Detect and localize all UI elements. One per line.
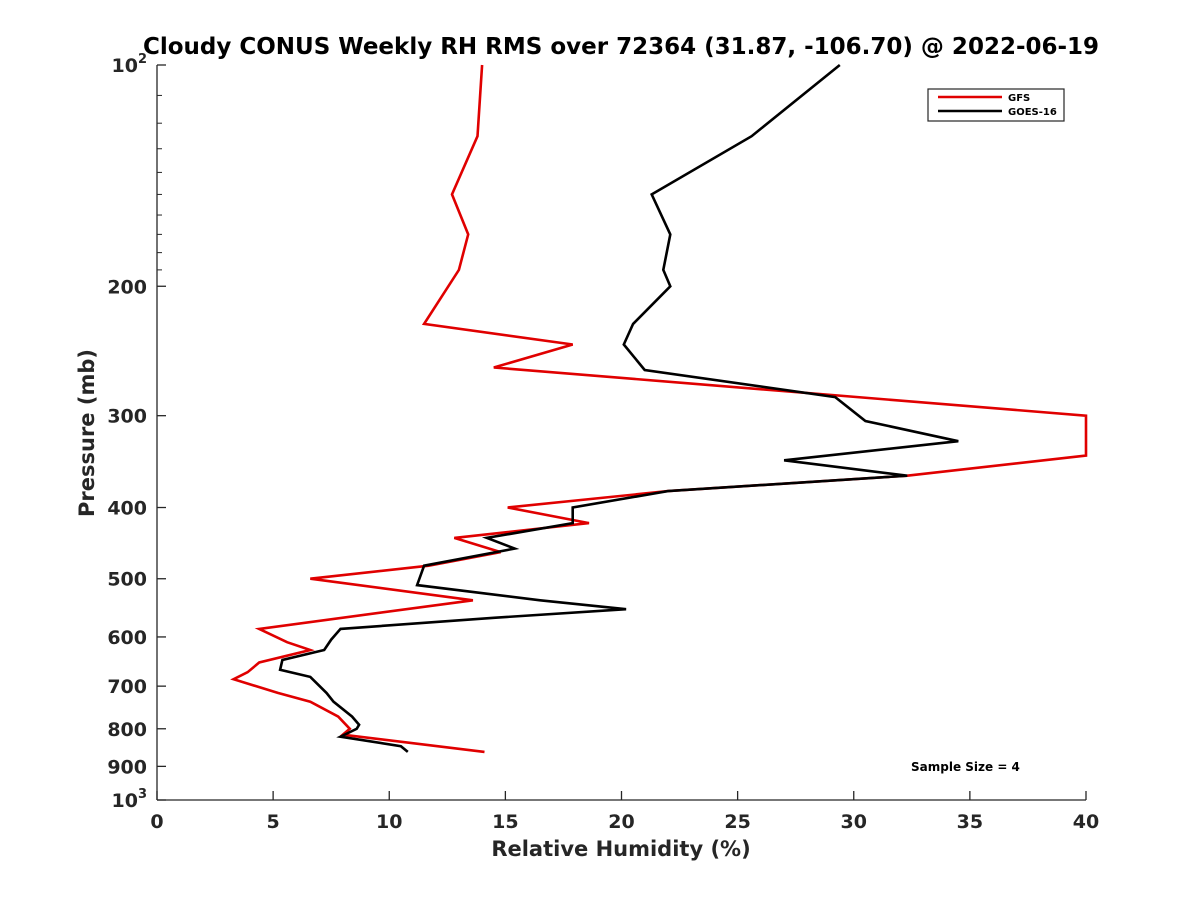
y-tick-label: 400 <box>107 498 147 520</box>
x-ticks: 0 5 10 15 20 25 30 35 40 <box>150 791 1099 833</box>
x-tick-label: 25 <box>724 811 750 833</box>
series-line-goes-16 <box>278 63 959 753</box>
x-tick-label: 20 <box>608 811 634 833</box>
y-tick-label: 500 <box>107 569 147 591</box>
sample-size-annotation: Sample Size = 4 <box>911 760 1020 774</box>
x-tick-label: 0 <box>150 811 163 833</box>
x-tick-label: 10 <box>376 811 402 833</box>
chart-title: Cloudy CONUS Weekly RH RMS over 72364 (3… <box>143 34 1099 60</box>
y-ticks: 102 200 300 400 500 600 700 800 900 103 <box>107 52 166 812</box>
y-tick-label: 900 <box>107 756 147 778</box>
y-tick-label: 800 <box>107 719 147 741</box>
x-axis-label: Relative Humidity (%) <box>491 837 750 861</box>
x-tick-label: 40 <box>1073 811 1099 833</box>
y-tick-label: 600 <box>107 627 147 649</box>
x-tick-label: 5 <box>267 811 280 833</box>
y-tick-label: 700 <box>107 676 147 698</box>
y-tick-label: 300 <box>107 406 147 428</box>
series-layer <box>230 63 1088 754</box>
y-tick-label: 102 <box>112 52 148 77</box>
legend-label-gfs: GFS <box>1008 93 1030 104</box>
legend: GFS GOES-16 <box>927 88 1065 122</box>
x-tick-label: 30 <box>841 811 867 833</box>
plot-area <box>157 65 1086 800</box>
y-tick-label: 200 <box>107 276 147 298</box>
x-tick-label: 15 <box>492 811 518 833</box>
y-axis-label: Pressure (mb) <box>75 349 99 517</box>
x-tick-label: 35 <box>957 811 983 833</box>
legend-box <box>927 88 1065 122</box>
legend-label-goes-16: GOES-16 <box>1008 107 1057 118</box>
y-tick-label: 103 <box>112 787 148 812</box>
